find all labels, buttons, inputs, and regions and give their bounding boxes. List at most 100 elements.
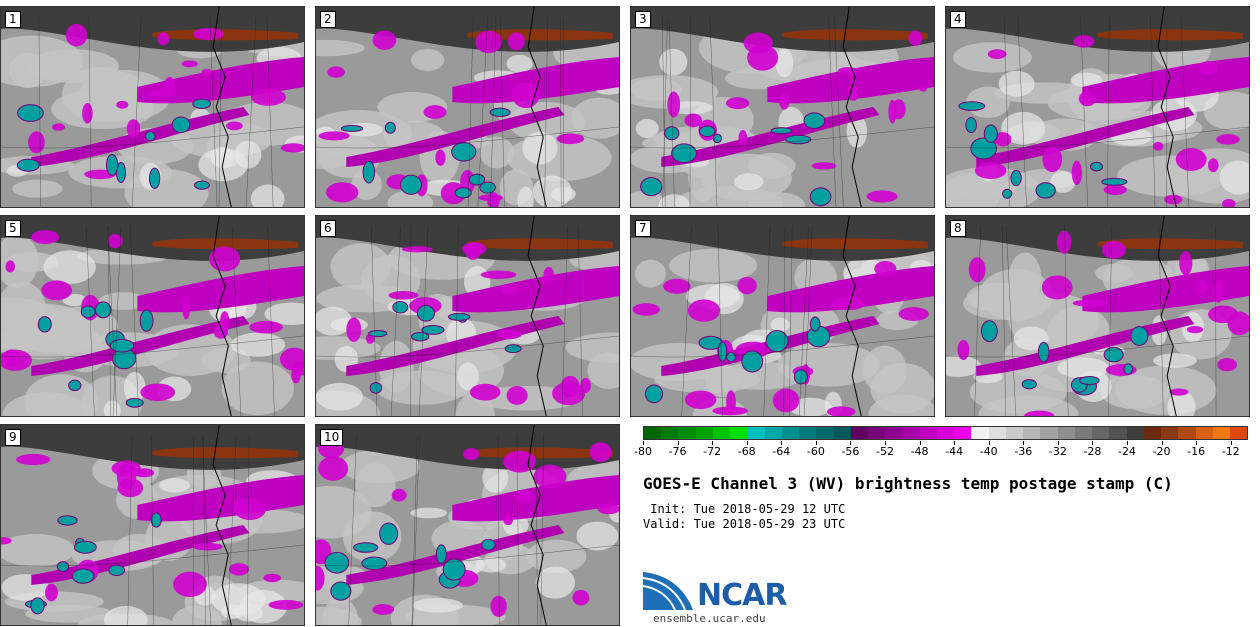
moisture-region [316, 382, 363, 411]
cloud-patch [140, 383, 176, 401]
boundary-line [709, 16, 718, 207]
cold-cloud-top [970, 137, 997, 160]
warm-band [782, 29, 928, 41]
colorbar-tick-label: -72 [703, 445, 722, 458]
map-canvas [946, 7, 1249, 207]
moisture-region [1095, 263, 1133, 283]
cloud-patch [251, 88, 286, 106]
moisture-region [123, 371, 146, 404]
cloud-patch [462, 242, 487, 256]
colorbar-bin [1005, 427, 1024, 439]
boundary-line [946, 335, 1249, 358]
colorbar-tick [988, 441, 990, 445]
boundary-line [245, 16, 257, 207]
colorbar-bin [1109, 427, 1127, 439]
boundary-line [418, 225, 429, 416]
cloud-patch [388, 291, 419, 300]
cold-cloud-top [958, 101, 986, 111]
warm-band [782, 238, 928, 250]
panel-number-label: 4 [950, 11, 966, 28]
cold-cloud-top [1123, 363, 1133, 375]
boundary-line [783, 225, 786, 416]
cloud-patch [1222, 198, 1236, 207]
boundary-line [789, 225, 793, 416]
boundary-line [192, 434, 195, 625]
colorbar-bin [1040, 427, 1058, 439]
colorbar-tick-label: -60 [806, 445, 825, 458]
cloud-patch [1208, 158, 1219, 173]
cold-cloud-top [139, 309, 154, 332]
boundary-line [1004, 16, 1011, 207]
cloud-patch [1024, 410, 1055, 416]
cold-cloud-top [105, 153, 119, 176]
cold-cloud-top [330, 581, 352, 601]
cloud-band [346, 107, 565, 167]
cloud-patch [5, 260, 16, 273]
colorbar-bin [781, 427, 800, 439]
panel-number-label: 10 [320, 429, 344, 446]
cloud-patch [500, 285, 519, 296]
map-panel-2: 2 [315, 6, 620, 208]
boundary-line [798, 225, 809, 416]
boundary-line [411, 434, 418, 625]
cloud-patch [589, 442, 612, 463]
colorbar-bin [712, 427, 731, 439]
dry-band [1, 425, 304, 470]
cold-cloud-top [171, 116, 191, 134]
boundary-line [974, 225, 981, 416]
colorbar-tick-label: -52 [876, 445, 894, 458]
colorbar-tick-label: -16 [1187, 445, 1206, 458]
colorbar-bin [1023, 427, 1041, 439]
boundary-line [127, 434, 133, 625]
boundary-line [412, 434, 420, 625]
cloud-patch [1103, 184, 1127, 196]
cloud-patch [263, 573, 282, 583]
map-panel-5: 5 [0, 215, 305, 417]
boundary-line [516, 434, 520, 625]
cloud-patch [318, 131, 350, 141]
cloud-patch [346, 317, 362, 342]
cloud-patch [572, 589, 590, 606]
moisture-region [717, 361, 803, 390]
coastline [212, 216, 232, 416]
cloud-patch [726, 390, 736, 415]
cold-cloud-top [416, 304, 435, 322]
boundary-line [85, 225, 95, 416]
cloud-patch [1196, 279, 1208, 295]
cloud-band [976, 107, 1195, 167]
cloud-patch [560, 375, 580, 398]
colorbar-tick [815, 441, 817, 445]
boundary-line [1064, 225, 1069, 416]
boundary-line [631, 335, 934, 358]
cloud-patch [45, 583, 58, 602]
boundary-line [804, 225, 813, 416]
cloud-patch [65, 23, 88, 47]
boundary-line [112, 225, 122, 416]
cold-cloud-top [1021, 379, 1037, 390]
colorbar-tick-label: -64 [772, 445, 791, 458]
boundary-line [209, 16, 218, 207]
cloud-patch [475, 30, 503, 54]
cloud-patch [280, 143, 304, 153]
cloud-patch [1164, 194, 1183, 205]
moisture-region [1050, 170, 1076, 193]
cloud-patch [1041, 275, 1073, 300]
cold-cloud-top [965, 117, 977, 134]
moisture-region [1001, 111, 1046, 145]
moisture-region [659, 48, 688, 76]
cloud-patch [52, 123, 66, 131]
colorbar-bin [644, 427, 662, 439]
moisture-region [998, 70, 1035, 97]
cloud-patch [580, 377, 591, 394]
cold-cloud-top [399, 174, 422, 195]
cloud-patch [898, 307, 929, 321]
cloud-patch [847, 85, 860, 101]
cold-cloud-top [71, 568, 95, 584]
cold-cloud-top [1037, 341, 1050, 363]
moisture-region [635, 259, 666, 288]
boundary-line [577, 225, 583, 416]
boundary-line [1180, 16, 1190, 207]
colorbar-tick [954, 441, 956, 445]
cloud-patch [957, 339, 970, 360]
boundary-line [1, 544, 304, 567]
